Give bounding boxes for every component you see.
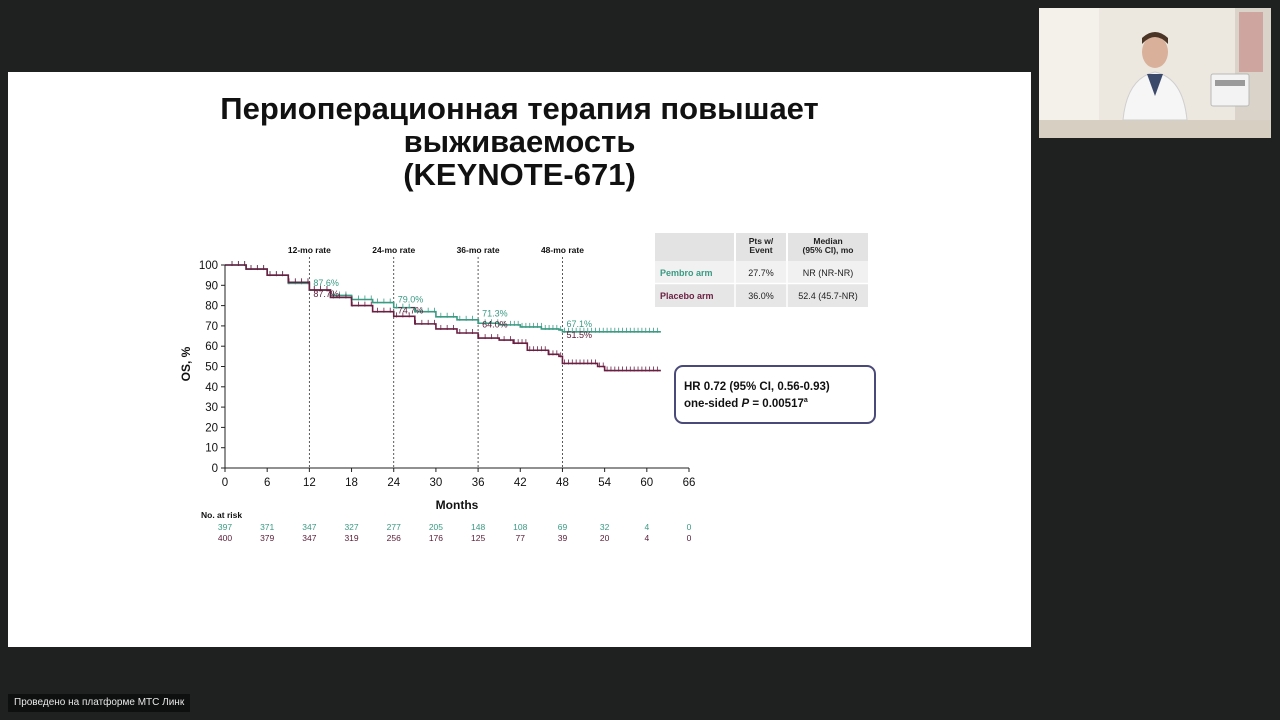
risk-pembro-count: 371 (260, 522, 274, 532)
y-tick-label: 100 (199, 260, 218, 272)
x-tick-label: 6 (264, 477, 270, 489)
risk-placebo-count: 347 (302, 533, 316, 543)
risk-placebo-count: 176 (429, 533, 443, 543)
rate-marker-label: 24-mo rate (372, 245, 415, 255)
summary-header-median: Median (95% CI), mo (802, 236, 853, 255)
risk-pembro-count: 205 (429, 522, 443, 532)
pembro-curve (225, 264, 661, 333)
risk-placebo-count: 0 (687, 533, 692, 543)
summary-row-pembro-event: 27.7% (748, 268, 774, 278)
pembro-rate-value: 71.3% (482, 308, 508, 318)
summary-table: Pts w/Event Median (95% CI), mo Pembro ar… (655, 233, 868, 307)
risk-table-title: No. at risk (201, 510, 242, 520)
risk-pembro-count: 32 (600, 522, 610, 532)
y-tick-label: 10 (205, 443, 218, 455)
hr-line-2: one-sided P = 0.00517a (684, 397, 808, 410)
risk-placebo-count: 125 (471, 533, 485, 543)
rate-marker-label: 36-mo rate (457, 245, 500, 255)
presenter-video-frame (1039, 8, 1271, 138)
y-tick-label: 80 (205, 301, 218, 313)
x-axis-label: Months (436, 498, 479, 512)
y-axis-label: OS, % (179, 346, 193, 381)
hr-line-1: HR 0.72 (95% CI, 0.56-0.93) (684, 381, 830, 393)
risk-placebo-count: 4 (644, 533, 649, 543)
x-tick-label: 36 (472, 477, 485, 489)
risk-pembro-count: 397 (218, 522, 232, 532)
risk-pembro-count: 347 (302, 522, 316, 532)
risk-placebo-count: 379 (260, 533, 274, 543)
summary-row-placebo-arm: Placebo arm (660, 291, 714, 301)
y-tick-label: 20 (205, 422, 218, 434)
y-tick-label: 0 (212, 463, 218, 475)
risk-placebo-count: 39 (558, 533, 568, 543)
risk-placebo-count: 256 (387, 533, 401, 543)
pembro-censor-marks (231, 261, 658, 333)
presenter-video (1039, 8, 1271, 138)
x-tick-label: 66 (683, 477, 696, 489)
title-line: выживаемость (403, 124, 636, 159)
placebo-curve (225, 264, 661, 372)
x-tick-label: 24 (387, 477, 400, 489)
header-events-line: Pts w/ (749, 236, 774, 246)
x-tick-label: 42 (514, 477, 527, 489)
x-tick-label: 30 (430, 477, 443, 489)
x-tick-label: 18 (345, 477, 358, 489)
x-tick-label: 54 (598, 477, 611, 489)
placebo-censor-marks (231, 261, 658, 372)
pembro-rate-value: 67.1% (566, 319, 592, 329)
y-tick-label: 40 (205, 382, 218, 394)
x-tick-label: 0 (222, 477, 228, 489)
placebo-rate-value: 74.7% (398, 306, 424, 316)
risk-placebo-count: 20 (600, 533, 610, 543)
risk-pembro-count: 0 (687, 522, 692, 532)
platform-watermark: Проведено на платформе МТС Линк (8, 694, 191, 712)
risk-placebo-count: 77 (516, 533, 526, 543)
summary-row-placebo-median: 52.4 (45.7-NR) (798, 291, 858, 301)
summary-row-pembro-median: NR (NR-NR) (803, 268, 854, 278)
y-tick-label: 60 (205, 341, 218, 353)
y-tick-label: 70 (205, 321, 218, 333)
presentation-slide: Периоперационная терапия повышает выжива… (8, 72, 1031, 647)
placebo-rate-value: 87.7% (313, 289, 339, 299)
y-tick-label: 50 (205, 362, 218, 374)
x-tick-label: 60 (640, 477, 653, 489)
summary-header-events: Pts w/Event (749, 236, 774, 255)
risk-pembro-count: 327 (344, 522, 358, 532)
risk-pembro-count: 4 (644, 522, 649, 532)
y-tick-label: 90 (205, 280, 218, 292)
risk-placebo-count: 319 (344, 533, 358, 543)
pembro-rate-value: 87.6% (313, 278, 339, 288)
x-tick-label: 12 (303, 477, 316, 489)
x-tick-label: 48 (556, 477, 569, 489)
rate-marker-label: 12-mo rate (288, 245, 331, 255)
risk-pembro-count: 108 (513, 522, 527, 532)
placebo-rate-value: 64.0% (482, 319, 508, 329)
risk-pembro-count: 148 (471, 522, 485, 532)
rate-marker-label: 48-mo rate (541, 245, 584, 255)
title-line: (KEYNOTE-671) (403, 157, 636, 192)
risk-pembro-count: 277 (387, 522, 401, 532)
risk-pembro-count: 69 (558, 522, 568, 532)
slide-title: Периоперационная терапия повышает выжива… (8, 92, 1031, 191)
risk-placebo-count: 400 (218, 533, 232, 543)
summary-row-pembro-arm: Pembro arm (660, 268, 713, 278)
hazard-ratio-box: HR 0.72 (95% CI, 0.56-0.93) one-sided P … (674, 365, 876, 424)
title-line: Периоперационная терапия повышает (220, 91, 819, 126)
summary-row-placebo-event: 36.0% (748, 291, 774, 301)
placebo-rate-value: 51.5% (566, 330, 592, 340)
y-tick-label: 30 (205, 402, 218, 414)
pembro-rate-value: 79.0% (398, 295, 424, 305)
